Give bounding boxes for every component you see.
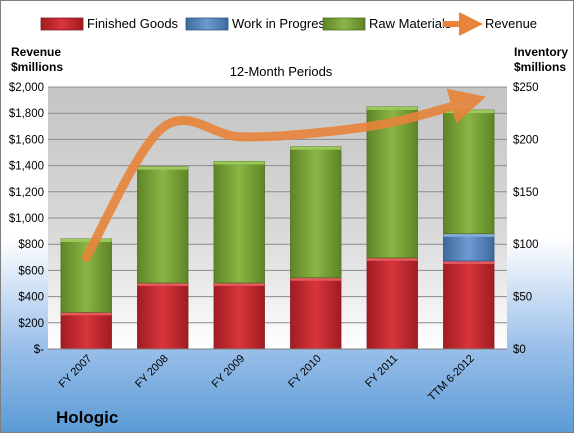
- legend-swatch-raw-materials: [322, 17, 366, 31]
- bar-raw-materials-fy-2007-cap: [61, 238, 112, 242]
- bar-finished-goods-fy-2007: [60, 311, 112, 350]
- left-tick-label: $1,600: [9, 134, 44, 146]
- legend-swatch-work-in-progress: [185, 17, 229, 31]
- right-tick-label: $0: [513, 344, 526, 356]
- left-tick-label: $400: [18, 292, 44, 304]
- x-tick-label: FY 2011: [363, 353, 400, 390]
- revenue-series-line: [81, 88, 487, 262]
- legend-swatch-finished-goods: [40, 17, 84, 31]
- bar-raw-materials-fy-2011-cap: [367, 106, 418, 110]
- bar-finished-goods-fy-2010-cap: [290, 277, 341, 281]
- bar-work-in-progress-ttm-6-2012-cap: [443, 233, 494, 237]
- left-axis-title-line2: $millions: [11, 60, 63, 74]
- left-tick-label: $800: [18, 239, 44, 251]
- left-tick-label: $1,000: [9, 213, 44, 225]
- bar-raw-materials-fy-2011: [366, 106, 418, 259]
- bar-finished-goods-fy-2009-cap: [214, 282, 265, 286]
- left-tick-label: $600: [18, 265, 44, 277]
- bar-finished-goods-fy-2010: [290, 277, 342, 350]
- revenue-line: [81, 88, 487, 262]
- right-tick-label: $150: [513, 187, 539, 199]
- bar-raw-materials-fy-2009: [213, 161, 265, 284]
- right-axis-title-line2: $millions: [514, 60, 566, 74]
- legend-label-revenue: Revenue: [485, 16, 537, 31]
- bar-raw-materials-ttm-6-2012: [443, 109, 495, 235]
- left-tick-label: $2,000: [9, 82, 44, 94]
- left-axis-ticks: $- $200 $400 $600 $800 $1,000 $1,200 $1,400 $1,6…: [9, 82, 44, 356]
- legend: Finished Goods Work in Progress Raw Mate…: [40, 12, 537, 36]
- bar-finished-goods-fy-2008: [137, 282, 189, 350]
- x-tick-label: FY 2007: [57, 353, 95, 391]
- bar-raw-materials-fy-2010-cap: [290, 146, 341, 150]
- left-tick-label: $1,800: [9, 108, 44, 120]
- x-tick-label: FY 2009: [210, 353, 248, 391]
- bar-finished-goods-fy-2007-cap: [61, 312, 112, 316]
- company-name: Hologic: [56, 408, 119, 427]
- legend-label-work-in-progress: Work in Progress: [232, 16, 332, 31]
- left-tick-label: $1,400: [9, 161, 44, 173]
- legend-label-raw-materials: Raw Materials: [369, 16, 452, 31]
- right-tick-label: $200: [513, 134, 539, 146]
- x-axis-ticks: FY 2007 FY 2008 FY 2009 FY 2010 FY 2011 TTM 6…: [57, 353, 477, 404]
- bar-raw-materials-fy-2009-cap: [214, 161, 265, 165]
- right-tick-label: $250: [513, 82, 539, 94]
- bar-finished-goods-fy-2008-cap: [137, 282, 188, 286]
- bar-finished-goods-ttm-6-2012: [443, 260, 495, 350]
- x-tick-label: FY 2010: [286, 353, 324, 391]
- left-tick-label: $1,200: [9, 187, 44, 199]
- chart-subtitle: 12-Month Periods: [230, 64, 333, 79]
- bar-raw-materials-fy-2007: [60, 238, 112, 313]
- left-axis-title-line1: Revenue: [11, 45, 61, 59]
- right-axis-ticks: $0 $50 $100 $150 $200 $250: [513, 82, 539, 356]
- x-tick-label: FY 2008: [133, 353, 171, 391]
- right-axis-title-line1: Inventory: [514, 45, 568, 59]
- left-tick-label: $200: [18, 318, 44, 330]
- bar-raw-materials-fy-2008-cap: [137, 166, 188, 170]
- x-tick-label: TTM 6-2012: [426, 353, 477, 404]
- bar-finished-goods-fy-2009: [213, 282, 265, 350]
- bar-finished-goods-ttm-6-2012-cap: [443, 260, 494, 264]
- legend-label-finished-goods: Finished Goods: [87, 16, 179, 31]
- bar-work-in-progress-ttm-6-2012: [443, 233, 495, 262]
- bar-finished-goods-fy-2011: [366, 257, 418, 350]
- bar-raw-materials-fy-2010: [290, 146, 342, 279]
- bar-finished-goods-fy-2011-cap: [367, 257, 418, 261]
- left-tick-label: $-: [34, 344, 44, 356]
- right-tick-label: $50: [513, 292, 532, 304]
- right-tick-label: $100: [513, 239, 539, 251]
- bar-raw-materials-fy-2008: [137, 166, 189, 284]
